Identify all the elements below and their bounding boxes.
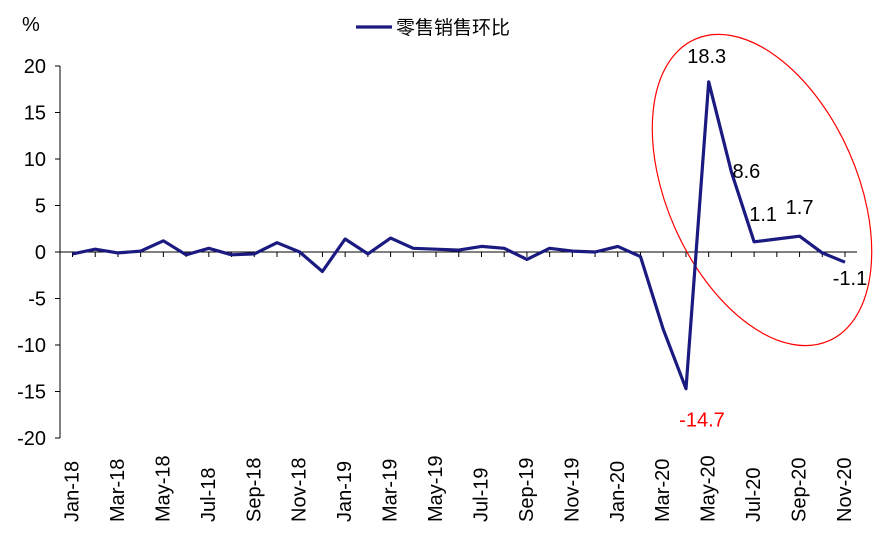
x-tick-label: Nov-18 bbox=[289, 458, 311, 522]
data-label: -1.1 bbox=[833, 268, 867, 290]
x-tick-label: Jan-19 bbox=[334, 461, 356, 522]
y-tick-label: 20 bbox=[24, 56, 46, 78]
x-tick-label: Jan-20 bbox=[607, 461, 629, 522]
x-tick-label: Sep-18 bbox=[243, 458, 265, 523]
x-tick-label: Sep-19 bbox=[516, 458, 538, 523]
data-label: 8.6 bbox=[732, 161, 760, 183]
y-tick-label: 15 bbox=[24, 103, 46, 125]
data-label: 1.1 bbox=[749, 204, 777, 226]
x-tick-label: May-20 bbox=[698, 455, 720, 522]
data-label: 18.3 bbox=[687, 46, 726, 68]
data-label: 1.7 bbox=[786, 197, 814, 219]
x-tick-label: Mar-19 bbox=[380, 459, 402, 522]
x-tick-label: Mar-20 bbox=[652, 459, 674, 522]
x-tick-label: Jul-18 bbox=[198, 468, 220, 522]
x-tick-label: Nov-20 bbox=[834, 458, 856, 522]
highlight-layer bbox=[608, 1, 874, 380]
y-axis-label: % bbox=[22, 14, 40, 36]
data-label: -14.7 bbox=[679, 410, 725, 432]
x-tick-label: Jul-20 bbox=[743, 468, 765, 522]
y-tick-label: 5 bbox=[35, 196, 46, 218]
axes: 20 15 10 5 0 -5 -10 -15 -20% Jan-18 Mar-18 May-18 Ju… bbox=[17, 14, 857, 522]
x-tick-label: Sep-20 bbox=[789, 458, 811, 523]
x-tick-label: Jul-19 bbox=[470, 468, 492, 522]
x-tick-label: Mar-18 bbox=[107, 459, 129, 522]
y-tick-label: -15 bbox=[17, 382, 46, 404]
legend: 零售销售环比 bbox=[356, 17, 510, 39]
x-tick-label: Nov-19 bbox=[561, 458, 583, 522]
y-tick-label: 0 bbox=[35, 242, 46, 264]
x-tick-label: Jan-18 bbox=[62, 461, 84, 522]
y-tick-label: -10 bbox=[17, 335, 46, 357]
x-tick-label: May-19 bbox=[425, 455, 447, 522]
series-line bbox=[73, 82, 846, 389]
series-layer bbox=[72, 82, 845, 389]
y-tick-label: -5 bbox=[28, 289, 46, 311]
legend-label: 零售销售环比 bbox=[396, 17, 510, 39]
y-tick-label: -20 bbox=[17, 428, 46, 450]
y-tick-label: 10 bbox=[24, 149, 46, 171]
highlight-ellipse bbox=[608, 1, 874, 380]
x-tick-label: May-18 bbox=[152, 455, 174, 522]
